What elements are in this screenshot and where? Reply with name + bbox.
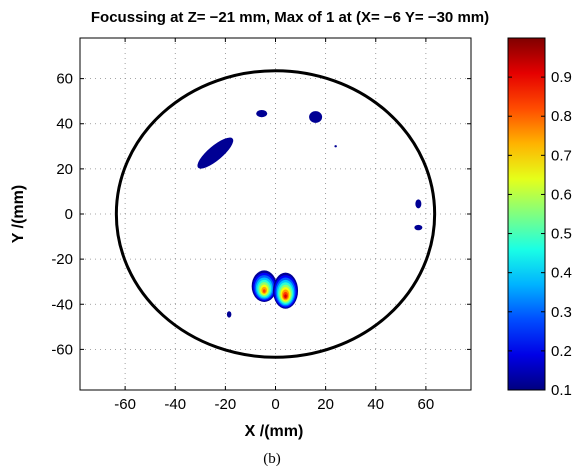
y-tick-label: 40 [56, 116, 73, 133]
x-axis-label: X /(mm) [245, 423, 304, 440]
x-tick-label: 0 [271, 396, 279, 413]
x-tick-label: 40 [367, 396, 384, 413]
intensity-blob [251, 270, 277, 303]
colorbar-tick-label: 0.4 [551, 265, 572, 282]
figure-caption: (b) [263, 451, 281, 467]
intensity-blob [226, 311, 232, 318]
colorbar-tick-label: 0.5 [551, 226, 572, 243]
colorbar-tick-label: 0.8 [551, 108, 572, 125]
intensity-contour [334, 145, 337, 148]
x-tick-label: -40 [164, 396, 186, 413]
plot-area: -60 -40 -20 0 20 40 60 -60 -40 -20 0 20 40 60 [51, 37, 472, 413]
x-tick-label: 20 [317, 396, 334, 413]
y-tick-label: -20 [51, 251, 73, 268]
x-tick-label: -20 [215, 396, 237, 413]
y-tick-label: 20 [56, 161, 73, 178]
intensity-blob [197, 137, 234, 169]
y-tick-label: 60 [56, 71, 73, 88]
intensity-blob [415, 199, 422, 209]
y-tick-label: -40 [51, 296, 73, 313]
intensity-blob [414, 224, 423, 231]
boundary-circle [114, 69, 437, 359]
chart-title: Focussing at Z= −21 mm, Max of 1 at (X= … [91, 9, 489, 26]
intensity-contour [256, 109, 268, 118]
intensity-contour [414, 224, 423, 231]
intensity-blob [334, 145, 337, 148]
y-tick-label: 0 [65, 206, 73, 223]
intensity-contour [262, 289, 266, 293]
intensity-contour [309, 111, 323, 123]
colorbar-tick-label: 0.1 [551, 382, 572, 399]
intensity-blob [256, 109, 268, 118]
intensity-contour [415, 199, 422, 209]
y-axis-label: Y /(mm) [10, 185, 27, 243]
colorbar-tick-label: 0.7 [551, 147, 572, 164]
colorbar-tick-label: 0.9 [551, 69, 572, 86]
colorbar-tick-label: 0.3 [551, 304, 572, 321]
colorbar-tick-label: 0.6 [551, 186, 572, 203]
y-tick-label: -60 [51, 341, 73, 358]
intensity-blob [272, 272, 299, 309]
x-tick-label: -60 [114, 396, 136, 413]
colorbar: 0.1 0.2 0.3 0.4 0.5 0.6 0.7 0.8 0.9 [507, 37, 572, 399]
colorbar-gradient [507, 37, 546, 391]
intensity-contour [226, 311, 232, 318]
colorbar-tick-label: 0.2 [551, 343, 572, 360]
intensity-contour [197, 137, 234, 169]
intensity-contour [284, 294, 287, 298]
intensity-blob [309, 111, 323, 123]
x-tick-label: 60 [418, 396, 435, 413]
